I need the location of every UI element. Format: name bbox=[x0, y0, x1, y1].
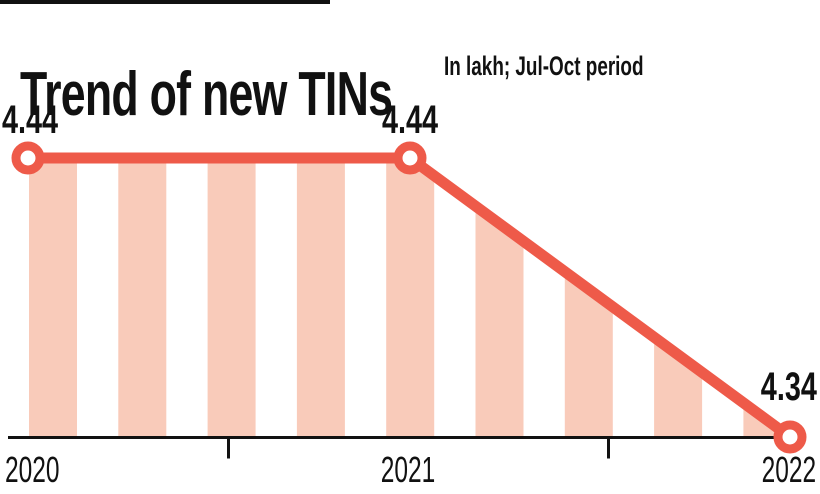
data-label-2022: 4.34 bbox=[760, 365, 817, 409]
striped-area-fill bbox=[29, 158, 790, 437]
area-stripe bbox=[29, 158, 77, 437]
data-point-marker-2021 bbox=[393, 141, 427, 175]
area-stripe bbox=[386, 158, 435, 437]
data-label-2021: 4.44 bbox=[381, 98, 439, 142]
axis-label-2022: 2022 bbox=[761, 449, 816, 490]
data-point-marker-2022 bbox=[773, 420, 807, 454]
axis-label-2020: 2020 bbox=[5, 449, 60, 490]
area-stripe bbox=[475, 158, 524, 437]
chart-subtitle: In lakh; Jul-Oct period bbox=[444, 51, 644, 81]
chart-title: Trend of new TINs bbox=[20, 59, 393, 129]
data-point-marker-2020 bbox=[11, 141, 45, 175]
axis-label-2021: 2021 bbox=[380, 449, 436, 490]
area-stripe bbox=[296, 158, 345, 437]
area-stripe bbox=[118, 158, 167, 437]
top-rule bbox=[0, 0, 330, 4]
data-label-2020: 4.44 bbox=[2, 98, 59, 142]
area-stripe bbox=[207, 158, 256, 437]
area-stripe bbox=[654, 158, 703, 437]
